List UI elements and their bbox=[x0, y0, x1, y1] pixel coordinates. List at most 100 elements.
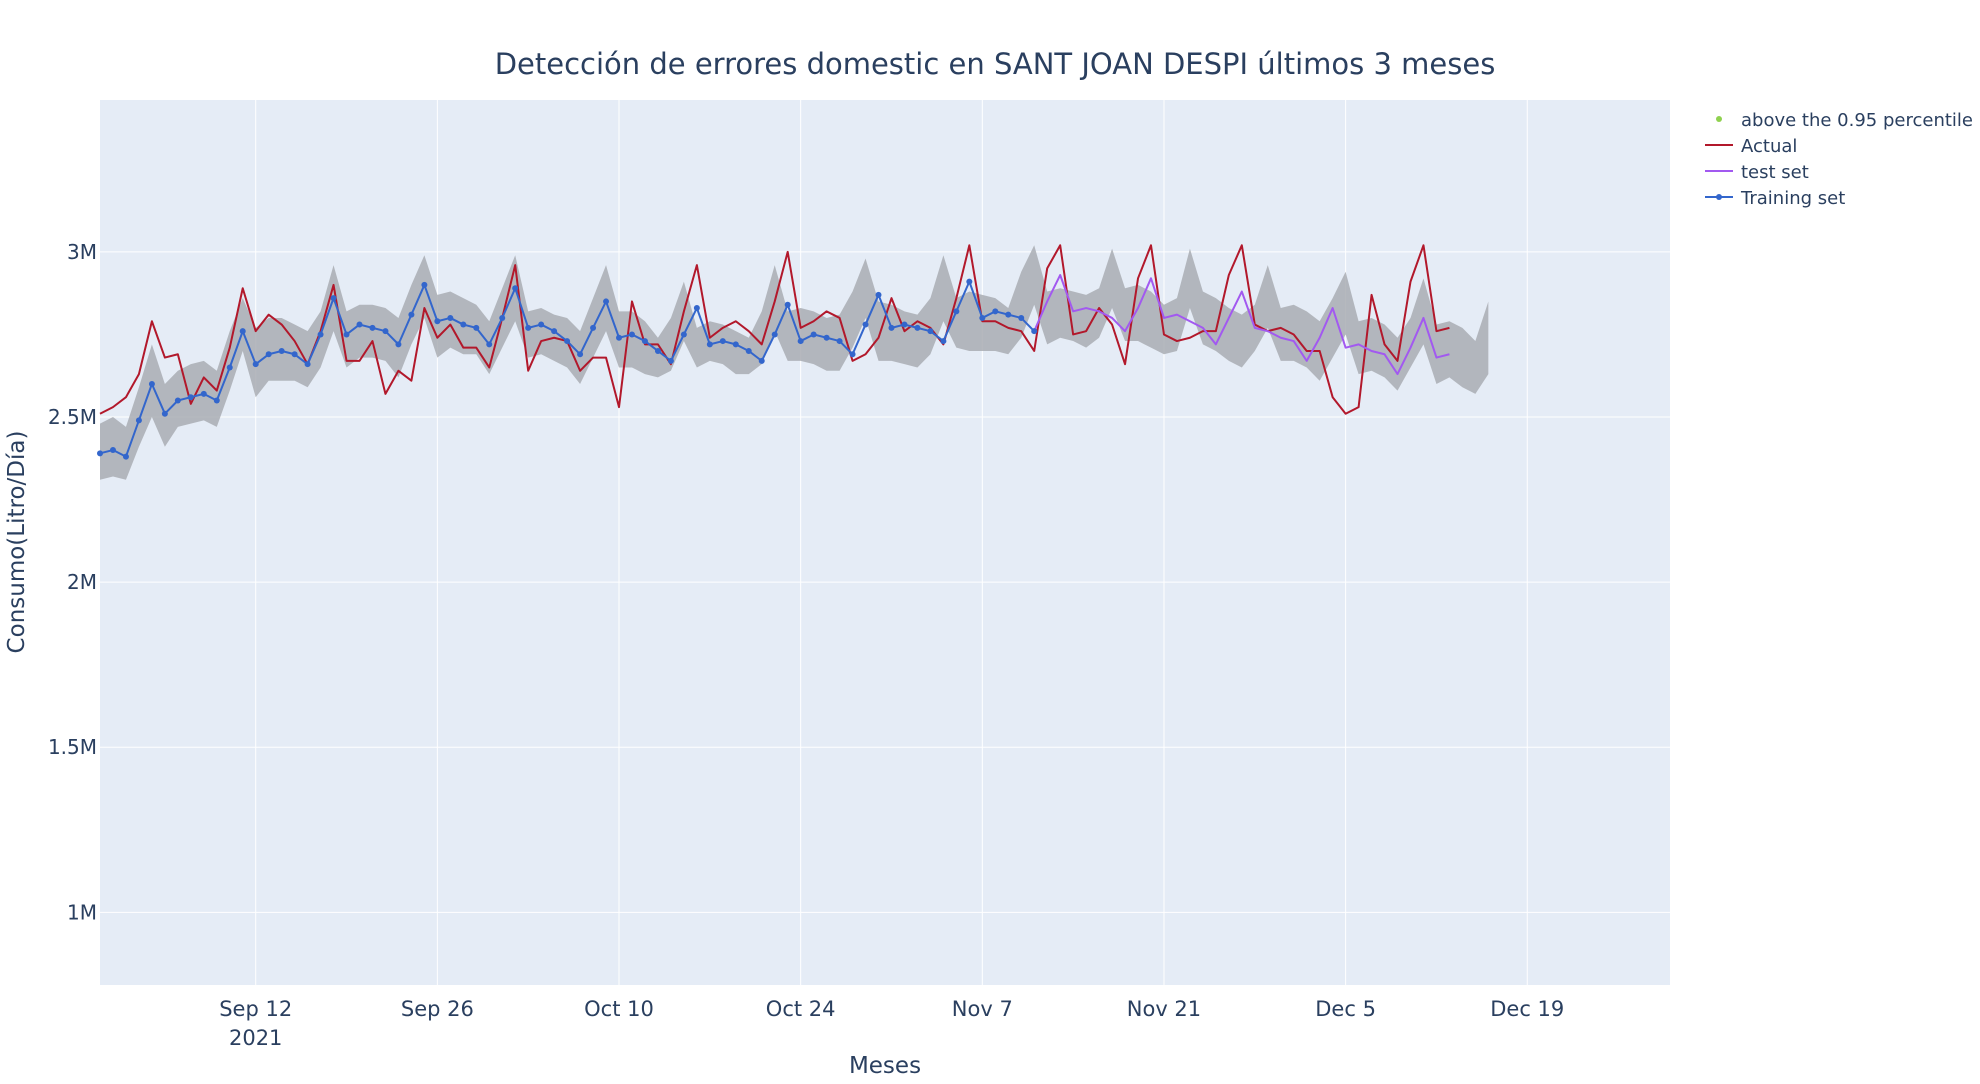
training-point bbox=[499, 314, 506, 321]
x-tick-label: Oct 24 bbox=[766, 997, 836, 1021]
training-point bbox=[862, 321, 869, 328]
training-point bbox=[745, 347, 752, 354]
training-point bbox=[784, 301, 791, 308]
training-point bbox=[849, 351, 856, 358]
training-point bbox=[927, 328, 934, 335]
training-point bbox=[758, 357, 765, 364]
chart-title: Detección de errores domestic en SANT JO… bbox=[495, 47, 1496, 81]
training-point bbox=[161, 410, 168, 417]
training-point bbox=[538, 321, 545, 328]
training-point bbox=[122, 453, 129, 460]
training-point bbox=[577, 351, 584, 358]
training-point bbox=[836, 338, 843, 345]
training-point bbox=[252, 361, 259, 368]
training-point bbox=[97, 450, 103, 457]
training-point bbox=[590, 324, 597, 331]
actual-series-line bbox=[99, 244, 1450, 415]
training-point bbox=[525, 324, 532, 331]
legend-anomaly-marker bbox=[1716, 116, 1722, 122]
x-tick-label: Nov 21 bbox=[1127, 997, 1201, 1021]
training-point bbox=[641, 338, 648, 345]
y-tick-label: 3M bbox=[67, 240, 97, 264]
training-point bbox=[914, 324, 921, 331]
training-point bbox=[382, 328, 389, 335]
training-point bbox=[512, 285, 519, 292]
training-point bbox=[771, 331, 778, 338]
training-point bbox=[628, 331, 635, 338]
training-point bbox=[304, 361, 311, 368]
legend-item-actual[interactable]: Actual bbox=[1705, 136, 1797, 157]
training-point bbox=[135, 417, 142, 424]
y-tick-label: 2M bbox=[67, 570, 97, 594]
training-point bbox=[667, 357, 674, 364]
test-series-layer bbox=[1033, 274, 1450, 376]
legend-label: above the 0.95 percentile bbox=[1741, 110, 1973, 131]
x-axis-title: Meses bbox=[849, 1053, 921, 1079]
training-point bbox=[473, 324, 480, 331]
training-point bbox=[940, 338, 947, 345]
training-point bbox=[395, 341, 402, 348]
training-point bbox=[486, 341, 493, 348]
training-point bbox=[732, 341, 739, 348]
training-point bbox=[148, 380, 155, 387]
legend-item-test[interactable]: test set bbox=[1705, 162, 1809, 183]
training-point bbox=[901, 321, 908, 328]
x-gridlines bbox=[255, 100, 1528, 985]
training-point bbox=[706, 341, 713, 348]
test-series-line bbox=[1033, 274, 1450, 376]
x-tick-label: Nov 7 bbox=[952, 997, 1013, 1021]
training-point bbox=[265, 351, 272, 358]
x-tick-label: Sep 12 bbox=[219, 997, 292, 1021]
y-tick-labels: 1M 1.5M 2M 2.5M 3M bbox=[48, 240, 97, 924]
y-gridlines bbox=[100, 251, 1670, 913]
training-point bbox=[616, 334, 623, 341]
training-point bbox=[278, 347, 285, 354]
training-point bbox=[992, 308, 999, 315]
plot-area bbox=[100, 100, 1670, 985]
x-tick-label: Dec 5 bbox=[1315, 997, 1376, 1021]
training-point bbox=[1018, 314, 1025, 321]
legend: above the 0.95 percentile Actual test se… bbox=[1705, 110, 1973, 209]
confidence-band bbox=[100, 245, 1489, 480]
training-point bbox=[187, 394, 194, 401]
training-point bbox=[447, 314, 454, 321]
training-series-layer bbox=[97, 278, 1038, 460]
legend-item-anomaly[interactable]: above the 0.95 percentile bbox=[1716, 110, 1973, 131]
legend-training-marker bbox=[1716, 194, 1722, 200]
actual-series-layer bbox=[99, 244, 1450, 415]
x-tick-label: Dec 19 bbox=[1490, 997, 1564, 1021]
legend-item-training[interactable]: Training set bbox=[1705, 188, 1845, 209]
training-point bbox=[551, 328, 558, 335]
legend-label: Training set bbox=[1740, 188, 1845, 209]
training-point bbox=[953, 308, 960, 315]
training-point bbox=[979, 314, 986, 321]
training-point bbox=[369, 324, 376, 331]
training-point bbox=[408, 311, 415, 318]
y-tick-label: 2.5M bbox=[48, 405, 97, 429]
training-point bbox=[654, 347, 661, 354]
training-point bbox=[343, 331, 350, 338]
training-point bbox=[564, 338, 571, 345]
y-axis-title: Consumo(Litro/Día) bbox=[4, 431, 30, 654]
training-point bbox=[875, 291, 882, 298]
x-tick-label: Sep 26 bbox=[401, 997, 474, 1021]
legend-label: Actual bbox=[1741, 136, 1797, 157]
training-point bbox=[239, 328, 246, 335]
training-point bbox=[1031, 328, 1038, 335]
x-tick-labels: Sep 12 2021 Sep 26 Oct 10 Oct 24 Nov 7 Nov 21 D… bbox=[219, 997, 1564, 1050]
training-point bbox=[174, 397, 181, 404]
y-tick-label: 1.5M bbox=[48, 735, 97, 759]
x-tick-sublabel: 2021 bbox=[229, 1026, 282, 1050]
training-point bbox=[356, 321, 363, 328]
training-point bbox=[603, 298, 610, 305]
training-point bbox=[434, 318, 441, 325]
training-point bbox=[680, 331, 687, 338]
training-point bbox=[823, 334, 830, 341]
training-point bbox=[109, 447, 116, 454]
y-tick-label: 1M bbox=[67, 900, 97, 924]
training-point bbox=[226, 364, 233, 371]
training-point bbox=[797, 338, 804, 345]
training-point bbox=[291, 351, 298, 358]
